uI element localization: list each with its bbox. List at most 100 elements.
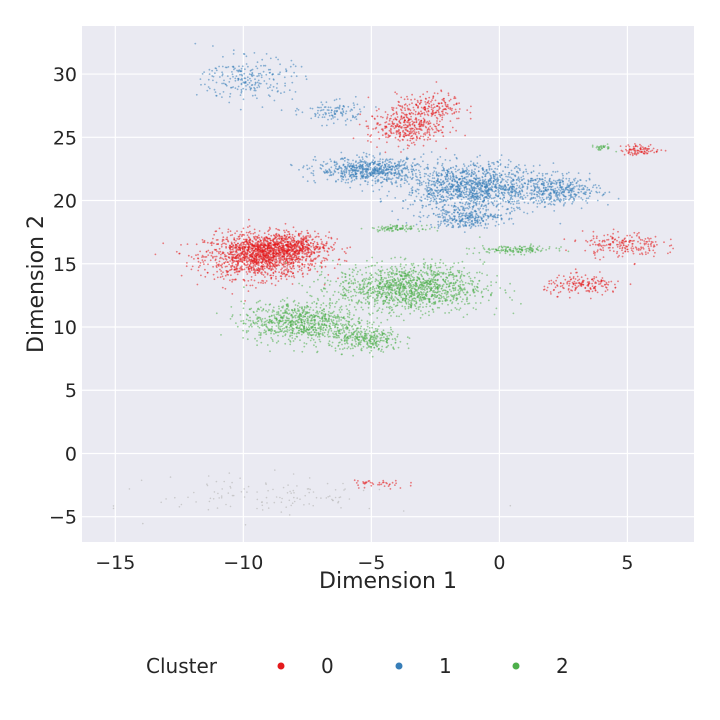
data-point — [479, 179, 482, 182]
data-point — [372, 483, 375, 485]
data-point — [564, 278, 567, 281]
data-point — [238, 260, 241, 263]
data-point — [253, 238, 256, 240]
data-point — [367, 96, 370, 99]
data-point — [262, 242, 265, 244]
data-point — [462, 192, 465, 194]
data-point — [291, 258, 294, 261]
data-point — [389, 158, 392, 161]
data-point — [391, 182, 393, 185]
data-point — [270, 274, 272, 277]
data-point — [435, 181, 437, 184]
data-point — [270, 256, 272, 259]
data-point — [443, 212, 446, 215]
data-point — [230, 245, 233, 248]
data-point — [377, 131, 380, 134]
data-point — [559, 189, 562, 192]
data-point — [606, 289, 609, 291]
data-point — [618, 241, 621, 244]
data-point — [568, 284, 570, 287]
data-point — [596, 279, 599, 282]
data-point — [458, 102, 460, 105]
data-point — [269, 267, 271, 270]
data-point — [497, 182, 499, 185]
data-point — [440, 196, 443, 198]
data-point — [630, 247, 633, 250]
data-point — [451, 107, 453, 110]
data-point — [458, 201, 461, 204]
data-point — [427, 136, 430, 139]
data-point — [403, 107, 406, 109]
data-point — [481, 200, 484, 203]
data-point — [427, 214, 430, 217]
data-point — [250, 269, 253, 272]
data-point — [386, 174, 389, 177]
data-point — [559, 282, 562, 284]
data-point — [495, 183, 498, 186]
data-point — [445, 147, 447, 150]
data-point — [307, 263, 309, 265]
data-point — [654, 241, 657, 243]
data-point — [397, 160, 400, 163]
data-point — [343, 157, 346, 160]
data-point — [580, 207, 583, 210]
data-point — [403, 117, 406, 119]
data-point — [403, 179, 406, 182]
data-point — [440, 110, 443, 113]
data-point — [268, 257, 271, 259]
data-point — [471, 171, 473, 174]
data-point — [458, 178, 461, 181]
data-point — [563, 238, 566, 241]
data-point — [300, 269, 303, 272]
data-point — [516, 200, 518, 203]
data-point — [238, 253, 240, 255]
data-point — [482, 173, 485, 175]
data-point — [496, 168, 499, 171]
data-point — [384, 132, 387, 135]
data-point — [293, 276, 296, 279]
data-point — [235, 239, 237, 242]
data-point — [631, 243, 634, 245]
data-point — [576, 185, 578, 187]
data-point — [230, 266, 233, 269]
data-point — [428, 96, 431, 99]
data-point — [408, 191, 411, 194]
data-point — [294, 260, 297, 263]
data-point — [222, 251, 224, 254]
data-point — [269, 261, 272, 263]
data-point — [212, 242, 215, 245]
data-point — [620, 241, 623, 244]
data-point — [656, 149, 659, 151]
data-point — [451, 126, 454, 129]
data-point — [649, 150, 652, 153]
data-point — [308, 236, 311, 239]
data-point — [264, 260, 267, 262]
data-point — [419, 182, 421, 184]
data-point — [328, 169, 331, 172]
data-point — [480, 205, 483, 207]
data-point — [302, 235, 305, 238]
data-point — [220, 243, 223, 246]
data-point — [229, 279, 231, 282]
data-point — [422, 193, 425, 196]
data-point — [247, 260, 250, 262]
data-point — [531, 189, 533, 192]
data-point — [432, 95, 435, 98]
data-point — [611, 237, 614, 240]
data-point — [264, 237, 266, 240]
data-point — [432, 200, 435, 203]
data-point — [473, 193, 476, 196]
data-point — [303, 247, 306, 250]
data-point — [408, 183, 410, 186]
data-point — [245, 252, 247, 254]
data-point — [320, 238, 322, 241]
data-point — [567, 280, 570, 283]
data-point — [454, 185, 457, 188]
data-point — [274, 266, 277, 269]
data-point — [372, 159, 374, 162]
data-point — [633, 231, 636, 234]
data-point — [427, 189, 429, 192]
data-point — [191, 265, 194, 268]
data-point — [501, 179, 504, 181]
data-point — [381, 116, 384, 119]
